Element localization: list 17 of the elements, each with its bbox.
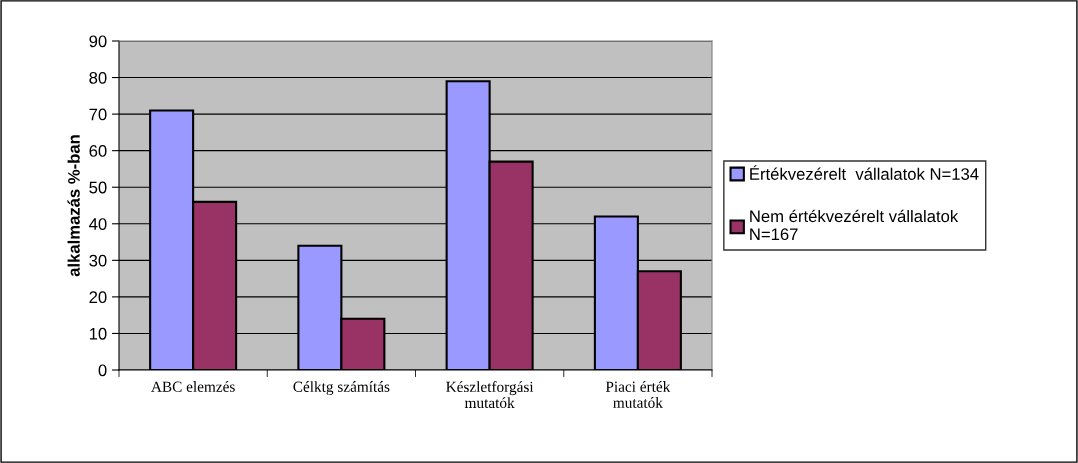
y-tick-label: 70 <box>89 108 107 121</box>
y-tick-label: 40 <box>89 218 107 230</box>
x-tick-label: Készletforgási mutatók <box>446 381 534 409</box>
y-tick-label: 30 <box>89 254 107 267</box>
x-tick-label: Piaci érték mutatók <box>605 381 671 408</box>
y-tick-label: 60 <box>89 145 107 157</box>
y-tick-label: 50 <box>89 181 107 194</box>
y-axis-title: alkalmazás %-ban <box>67 135 80 277</box>
y-tick-label: 10 <box>89 327 107 340</box>
y-tick-label: 90 <box>89 35 107 48</box>
legend-label: Nem értékvezérelt vállalatok N=167 <box>750 209 959 241</box>
y-tick-label: 0 <box>98 364 107 377</box>
y-tick-label: 80 <box>89 71 107 84</box>
x-tick-label: ABC elemzés <box>151 381 235 392</box>
x-tick-label: Célktg számítás <box>293 381 390 396</box>
y-tick-label: 20 <box>89 291 107 304</box>
legend-label: Értékvezérelt vállalatok N=134 <box>750 165 979 180</box>
